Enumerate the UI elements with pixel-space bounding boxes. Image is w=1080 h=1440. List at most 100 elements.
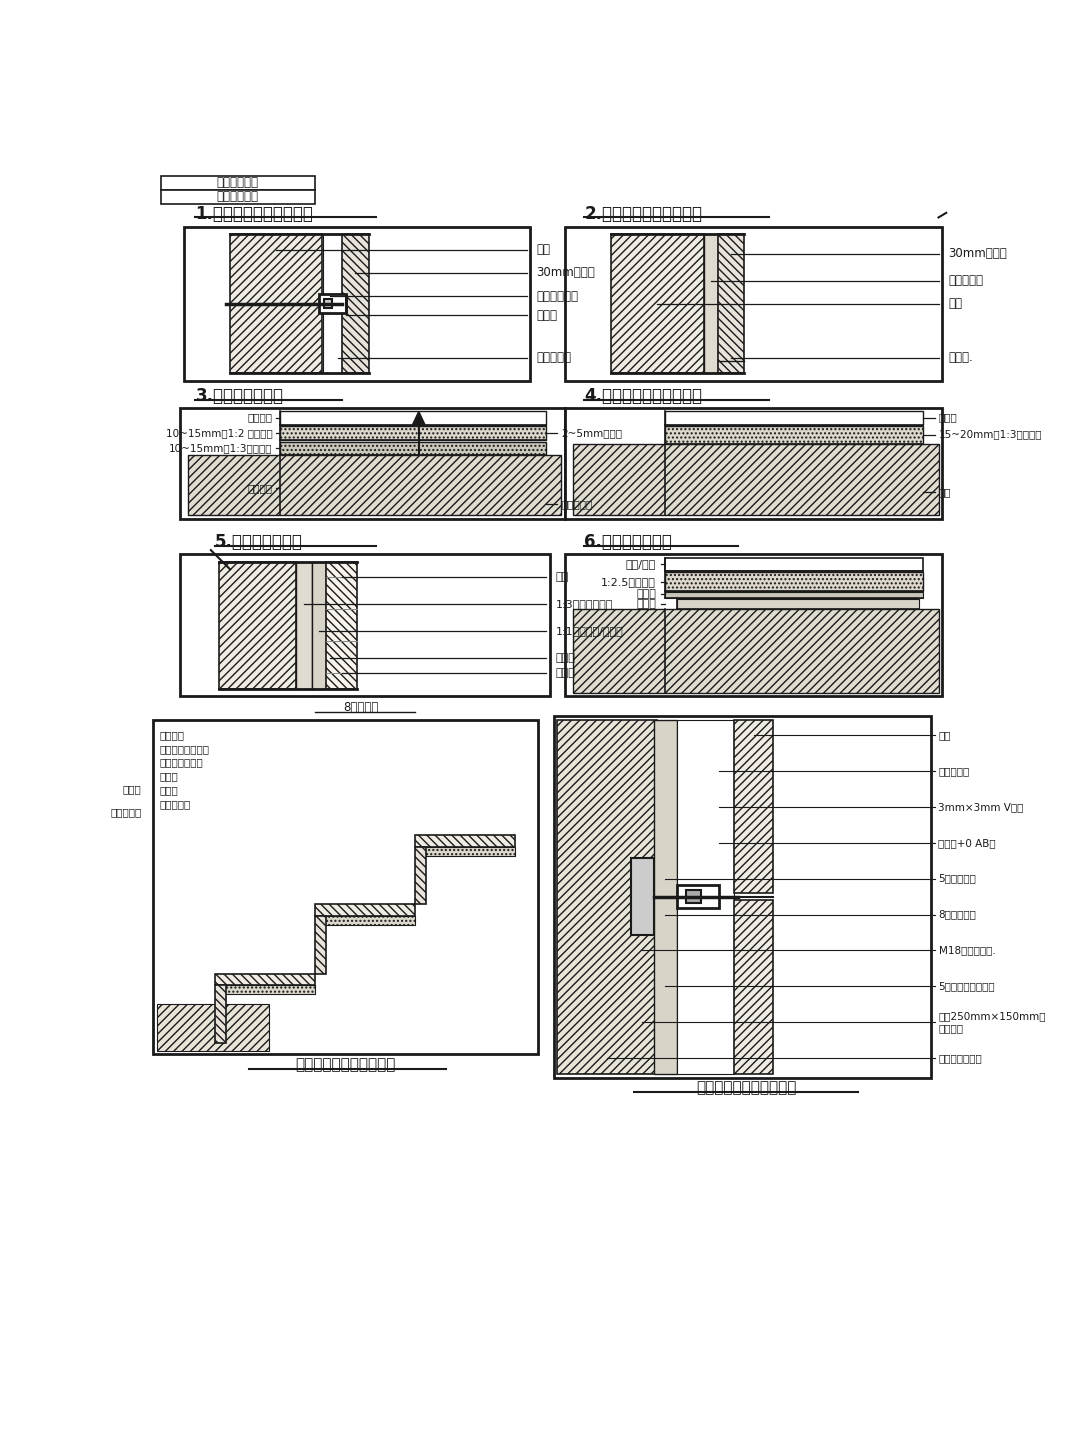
Bar	[631, 858, 653, 935]
Bar	[280, 426, 545, 441]
Text: 1:2.5水泥砂浆: 1:2.5水泥砂浆	[602, 576, 656, 586]
Text: 天然石材干挂: 天然石材干挂	[217, 190, 259, 203]
Bar	[565, 554, 943, 697]
Text: 蒸面剂: 蒸面剂	[123, 783, 141, 793]
Text: 填缝剂: 填缝剂	[636, 589, 656, 599]
Bar	[157, 1005, 269, 1051]
Text: 2~5mm宽缝条: 2~5mm宽缝条	[562, 428, 622, 438]
Text: 成品连接件: 成品连接件	[537, 351, 571, 364]
Bar	[611, 235, 704, 373]
Text: 填缝剂.: 填缝剂.	[948, 351, 973, 364]
Bar	[665, 426, 923, 444]
Text: 膨胀螺栓入墙: 膨胀螺栓入墙	[537, 289, 579, 302]
Text: 30mm厚石材: 30mm厚石材	[537, 266, 595, 279]
Text: 混凝土楼板: 混凝土楼板	[159, 799, 190, 809]
Text: 1.天然石材干挂施工构造: 1.天然石材干挂施工构造	[195, 204, 313, 223]
Text: 10~15mm厚1:3水泥石浆: 10~15mm厚1:3水泥石浆	[168, 442, 272, 452]
Bar	[341, 235, 368, 373]
Bar	[572, 609, 939, 693]
Text: 1:1水泥砂浆/素水泥: 1:1水泥砂浆/素水泥	[556, 626, 623, 636]
Bar	[665, 592, 923, 598]
Text: 3.水磨石施工构造: 3.水磨石施工构造	[195, 387, 283, 405]
Text: 墙面砖: 墙面砖	[556, 668, 576, 678]
Bar	[704, 235, 717, 373]
Text: 人造石: 人造石	[939, 413, 957, 423]
Bar	[230, 235, 323, 373]
Text: 4.人造石材饰面施工构造: 4.人造石材饰面施工构造	[584, 387, 702, 405]
Bar	[554, 716, 931, 1077]
Bar	[280, 442, 545, 455]
Text: 石材: 石材	[939, 730, 951, 740]
Bar	[180, 554, 550, 697]
Text: 不锈钢挂件: 不锈钢挂件	[939, 766, 970, 776]
Text: 墙体: 墙体	[948, 297, 962, 310]
Text: 5.墙面砖施工构造: 5.墙面砖施工构造	[215, 533, 302, 552]
Text: 5号镀锌钢轻钢龙骨: 5号镀锌钢轻钢龙骨	[939, 982, 995, 991]
Bar	[215, 985, 314, 995]
Text: 预埋250mm×150mm角
钢板钢板: 预埋250mm×150mm角 钢板钢板	[939, 1011, 1047, 1032]
Bar	[677, 720, 734, 1074]
Text: 混凝土楼板: 混凝土楼板	[110, 806, 141, 816]
Text: M18膨胀螺螺栓.: M18膨胀螺螺栓.	[939, 946, 996, 956]
Bar	[326, 562, 357, 688]
Bar	[296, 562, 312, 688]
Text: 2.天然石材粘贴施工构造: 2.天然石材粘贴施工构造	[584, 204, 702, 223]
Bar	[188, 455, 562, 516]
Text: 石材胶网格粘接剂: 石材胶网格粘接剂	[159, 743, 210, 753]
Text: 干硬性快流砂浆: 干硬性快流砂浆	[159, 757, 203, 768]
Text: 6.地面砖施工构造: 6.地面砖施工构造	[584, 533, 672, 552]
Bar	[218, 562, 296, 688]
Bar	[215, 973, 314, 985]
Text: 15~20mm厚1:3水泥砂浆: 15~20mm厚1:3水泥砂浆	[939, 429, 1042, 439]
Text: 混凝土楼梯石材踏布板图: 混凝土楼梯石材踏布板图	[296, 1057, 395, 1071]
Bar	[653, 720, 677, 1074]
Bar	[565, 226, 943, 380]
Text: 浇筑混凝土墙体: 浇筑混凝土墙体	[939, 1053, 982, 1063]
Bar	[161, 176, 314, 190]
Bar	[734, 720, 773, 893]
Bar	[665, 573, 923, 590]
Bar	[717, 235, 744, 373]
Bar	[677, 886, 719, 909]
Text: 楼板地面: 楼板地面	[247, 484, 272, 494]
Bar	[153, 720, 538, 1054]
Text: 石材粘接剂: 石材粘接剂	[948, 274, 984, 287]
Bar	[314, 904, 415, 916]
Bar	[184, 226, 530, 380]
Text: 墙砖: 墙砖	[556, 572, 569, 582]
Text: 云石胶+0 AB胶: 云石胶+0 AB胶	[939, 838, 996, 848]
Bar	[686, 890, 701, 903]
Bar	[157, 835, 496, 1051]
Text: 地面/铺板: 地面/铺板	[625, 559, 656, 569]
Text: 30mm厚石材: 30mm厚石材	[948, 248, 1008, 261]
Text: 8路止滑横: 8路止滑横	[343, 701, 379, 714]
Bar	[415, 847, 427, 904]
Bar	[314, 916, 415, 924]
Bar	[312, 562, 326, 688]
Bar	[677, 599, 919, 609]
Bar	[319, 294, 346, 312]
Text: 顶缝剂: 顶缝剂	[537, 308, 557, 321]
Text: 填缝剂: 填缝剂	[636, 599, 656, 609]
Text: 蒸发剂: 蒸发剂	[159, 785, 178, 795]
Text: 填缝剂: 填缝剂	[556, 652, 576, 662]
Bar	[572, 444, 939, 516]
Text: 10~15mm厚1:2 水泥石浆: 10~15mm厚1:2 水泥石浆	[165, 428, 272, 438]
Polygon shape	[413, 412, 424, 425]
Text: 表面磨光: 表面磨光	[247, 413, 272, 423]
Bar	[734, 900, 773, 1074]
Bar	[324, 300, 332, 308]
Bar	[415, 847, 515, 855]
Text: 5号镀锌角钢: 5号镀锌角钢	[939, 874, 976, 884]
Bar	[161, 190, 314, 203]
Bar	[280, 412, 545, 425]
Text: 基层: 基层	[939, 487, 951, 497]
Bar	[665, 412, 923, 425]
Bar	[665, 557, 923, 570]
Bar	[415, 835, 515, 847]
Bar	[323, 235, 341, 373]
Bar	[565, 408, 943, 520]
Text: 1:3水泥砂浆找平: 1:3水泥砂浆找平	[556, 599, 613, 609]
Text: 素水泥固定: 素水泥固定	[562, 498, 593, 508]
Text: 石材饰面: 石材饰面	[159, 730, 185, 740]
